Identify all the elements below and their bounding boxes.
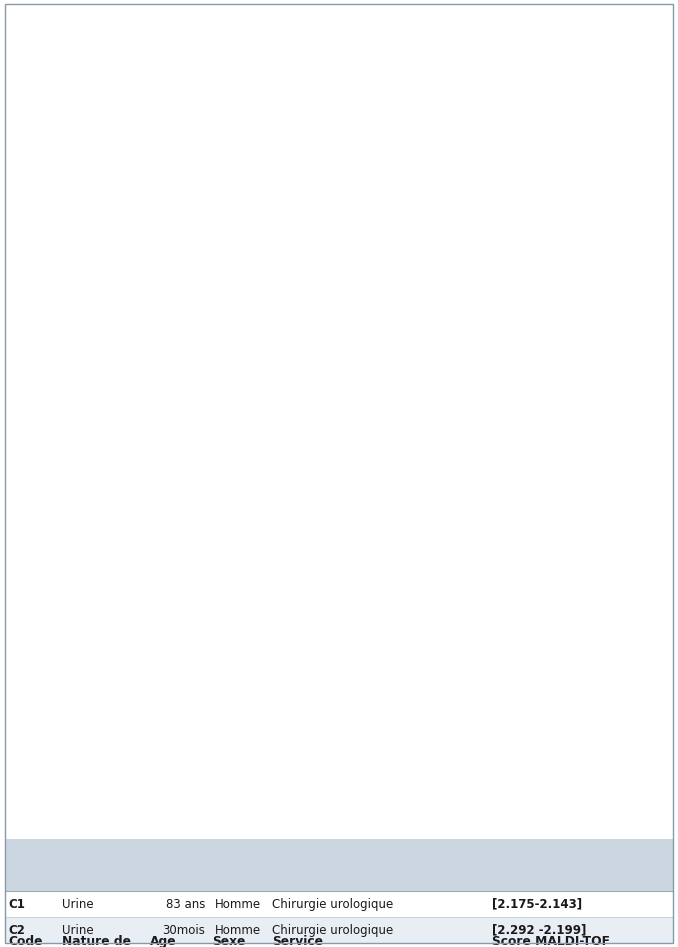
Bar [5, 891, 673, 917]
Text: Code: Code [8, 935, 43, 947]
Text: Nature de
prélèvement: Nature de prélèvement [62, 935, 150, 947]
Text: Homme: Homme [215, 923, 261, 937]
Text: Urine: Urine [62, 898, 94, 911]
Text: [2.175-2.143]: [2.175-2.143] [492, 898, 582, 911]
Bar [5, 917, 673, 943]
Bar [5, 839, 673, 891]
Text: Sexe: Sexe [212, 935, 245, 947]
Text: Chirurgie urologique: Chirurgie urologique [272, 898, 393, 911]
Text: Age: Age [150, 935, 177, 947]
Text: Score MALDI-TOF: Score MALDI-TOF [492, 935, 610, 947]
Text: Urine: Urine [62, 923, 94, 937]
Text: C1: C1 [8, 898, 25, 911]
Text: 30mois: 30mois [162, 923, 205, 937]
Text: C2: C2 [8, 923, 25, 937]
Text: 83 ans: 83 ans [165, 898, 205, 911]
Text: Service: Service [272, 935, 323, 947]
Bar [5, 943, 673, 947]
Text: Chirurgie urologique: Chirurgie urologique [272, 923, 393, 937]
Text: Homme: Homme [215, 898, 261, 911]
Text: [2.292 -2.199]: [2.292 -2.199] [492, 923, 586, 937]
